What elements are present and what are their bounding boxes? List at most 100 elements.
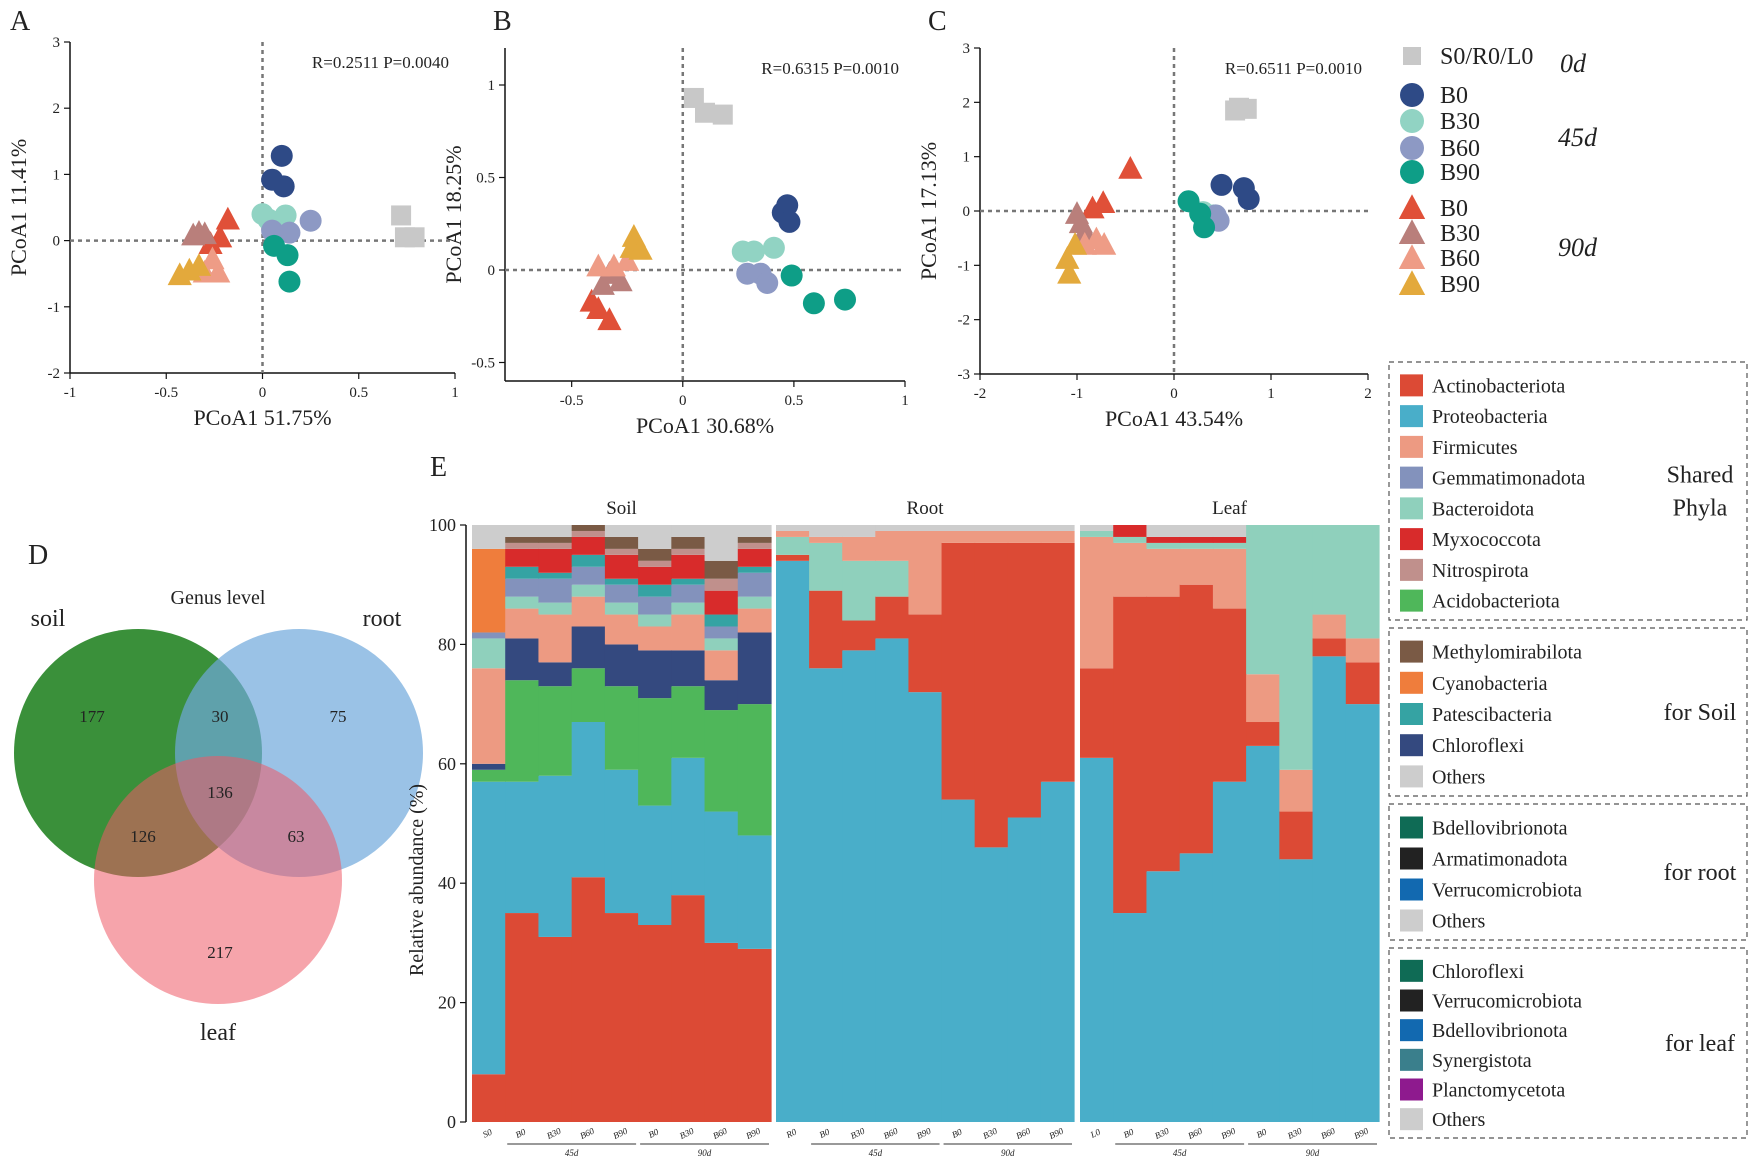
bar-segment-leaf-bacteroidota (1080, 530, 1114, 537)
bar-category-label-root: B30 (849, 1125, 867, 1140)
bar-segment-leaf-actinobacteriota (1146, 596, 1181, 872)
phyla-legend-title-2: for root (1664, 860, 1737, 886)
phyla-legend-label-firmicutes: Firmicutes (1432, 437, 1518, 459)
phyla-legend-swatch-chloroflexi (1400, 959, 1423, 982)
pcoa-legend-label-b90: B90 (1440, 160, 1480, 186)
bar-segment-soil-myxococcota (671, 554, 706, 579)
bar-segment-leaf-firmicutes (1212, 548, 1247, 609)
bar-segment-leaf-bacteroidota (1246, 525, 1280, 675)
bar-segment-soil-gemmatimonadota (671, 584, 706, 603)
phyla-legend-label-others: Others (1432, 766, 1486, 788)
bar-segment-soil-gemmatimonadota (472, 632, 506, 639)
pcoa-a-point-b90 (177, 257, 202, 281)
bar-segment-root-actinobacteriota (875, 596, 910, 639)
pcoa-c-point-b0 (1210, 173, 1233, 196)
bar-segment-soil-acidobacteriota (472, 769, 506, 782)
bar-ylabel: Relative abundance (%) (406, 784, 428, 976)
pcoa-a-xlabel: PCoA1 51.75% (193, 405, 331, 430)
bar-segment-leaf-others (1146, 525, 1181, 537)
phyla-legend-label-myxococcota: Myxococcota (1432, 529, 1541, 551)
bar-segment-root-actinobacteriota (776, 554, 810, 561)
bar-segment-soil-chloroflexi (638, 650, 672, 699)
panel-letter-e: E (430, 452, 447, 483)
bar-category-label-leaf: B60 (1319, 1125, 1337, 1140)
phyla-legend-swatch-bdellovibrionota (1400, 1019, 1423, 1042)
bar-segment-leaf-bacteroidota (1113, 536, 1148, 543)
bar-segment-leaf-proteobacteria (1113, 913, 1148, 1122)
bar-segment-leaf-bacteroidota (1345, 525, 1380, 639)
bar-segment-leaf-myxococcota (1146, 536, 1181, 543)
phyla-legend-swatch-bdellovibrionota (1400, 816, 1423, 839)
legend-time-0d: 0d (1560, 49, 1587, 78)
bar-segment-soil-bacteroidota (571, 584, 606, 597)
bar-segment-leaf-bacteroidota (1212, 542, 1247, 549)
pcoa-b-y-tick-label: -0.5 (471, 356, 495, 372)
bar-time-label-soil: 90d (698, 1148, 712, 1158)
bar-segment-root-proteobacteria (842, 650, 876, 1122)
bar-segment-soil-myxococcota (737, 548, 772, 567)
bar-segment-soil-proteobacteria (604, 769, 639, 914)
bar-segment-soil-bacteroidota (671, 602, 706, 615)
pcoa-legend-label-b60: B60 (1440, 136, 1480, 162)
pcoa-a-point-b90 (276, 244, 299, 267)
phyla-legend-swatch-gemmatimonadota (1400, 466, 1423, 489)
bar-segment-soil-patescibacteria (604, 578, 639, 585)
pcoa-b-point-b90 (628, 237, 653, 260)
phyla-legend-label-bdellovibrionota: Bdellovibrionota (1432, 1020, 1568, 1042)
pcoa-legend-label-s0r0l0: S0/R0/L0 (1440, 44, 1533, 70)
bar-segment-soil-gemmatimonadota (538, 578, 573, 603)
pcoa-c-y-tick-label: -2 (958, 313, 971, 329)
phyla-legend-swatch-planctomycetota (1400, 1078, 1423, 1101)
phyla-legend-swatch-myxococcota (1400, 528, 1423, 551)
phyla-legend-box-1 (1388, 627, 1748, 797)
pcoa-b-point-b60 (615, 248, 640, 271)
bar-segment-soil-chloroflexi (737, 632, 772, 705)
venn-count-all: 136 (207, 783, 233, 802)
phyla-legend-swatch-acidobacteriota (1400, 589, 1423, 612)
pcoa-a-x-tick-label: 0 (259, 385, 267, 401)
bar-segment-root-firmicutes (875, 530, 910, 561)
venn-label-root: root (363, 606, 402, 632)
bar-segment-root-firmicutes (842, 536, 876, 561)
bar-segment-leaf-others (1080, 525, 1114, 531)
venn-count-root-leaf: 63 (288, 827, 305, 846)
pcoa-b-x-tick-label: 0 (679, 393, 687, 409)
bar-segment-leaf-actinobacteriota (1246, 722, 1280, 746)
bar-segment-soil-myxococcota (538, 548, 573, 573)
pcoa-b-point-s0r0l0 (695, 102, 715, 123)
bar-y-tick-label: 100 (429, 515, 456, 535)
pcoa-b-xlabel: PCoA1 30.68% (636, 413, 774, 438)
bar-segment-soil-bacteroidota (505, 596, 540, 609)
bar-segment-leaf-others (1212, 525, 1247, 537)
pcoa-b-ylabel: PCoA1 18.25% (441, 145, 466, 283)
bar-segment-root-others (776, 525, 810, 531)
bar-category-label-leaf: B30 (1153, 1125, 1171, 1140)
bar-category-label-root: B90 (1047, 1125, 1065, 1140)
pcoa-plot-b: -0.5 0 0.5 1 -0.5 0 0.5 1 R=0.6315 P=0.0010 PCoA1… (441, 48, 909, 438)
bar-segment-soil-chloroflexi (704, 680, 739, 711)
phyla-legend-label-synergistota: Synergistota (1432, 1050, 1532, 1072)
bar-segment-soil-chloroflexi (472, 763, 506, 770)
pcoa-a-point-b90 (278, 270, 301, 293)
pcoa-c-point-b30 (1072, 218, 1097, 242)
pcoa-b-x-tick-label: 0.5 (785, 393, 804, 409)
bar-segment-soil-chloroflexi (538, 662, 573, 687)
bar-segment-soil-firmicutes (638, 626, 672, 651)
phyla-legend-label-nitrospirota: Nitrospirota (1432, 560, 1529, 582)
pcoa-legend-marker-b30 (1400, 109, 1424, 133)
bar-segment-leaf-firmicutes (1179, 548, 1214, 585)
bar-segment-root-actinobacteriota (974, 542, 1009, 848)
venn-count-root-only: 75 (330, 707, 347, 726)
bar-segment-soil-methylomirabilota (671, 536, 706, 549)
phyla-legend-label-gemmatimonadota: Gemmatimonadota (1432, 468, 1585, 490)
pcoa-c-x-tick-label: 2 (1364, 386, 1372, 402)
bar-segment-soil-nitrospirota (638, 560, 672, 567)
bar-segment-soil-others (505, 525, 540, 537)
bar-segment-soil-acidobacteriota (671, 686, 706, 758)
bar-segment-root-proteobacteria (1007, 817, 1042, 1122)
pcoa-c-y-tick-label: -1 (958, 258, 971, 274)
bar-time-label-root: 90d (1001, 1148, 1015, 1158)
pcoa-a-point-b30 (181, 222, 206, 246)
bar-segment-soil-myxococcota (604, 554, 639, 579)
pcoa-legend-label-b60: B60 (1440, 246, 1480, 272)
